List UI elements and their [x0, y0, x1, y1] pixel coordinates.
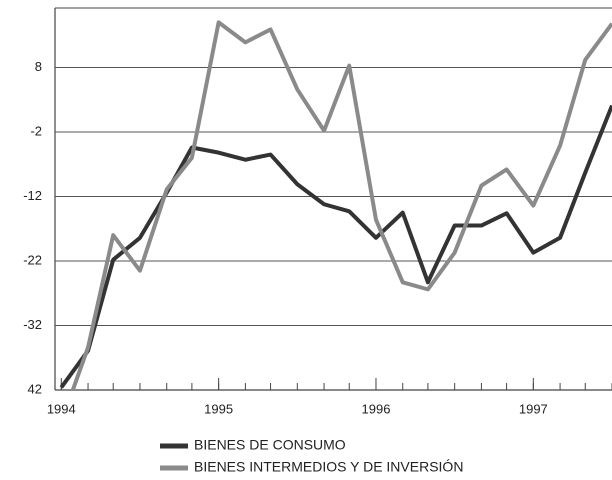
y-tick-label: 8 [35, 59, 42, 74]
x-tick-label: 1996 [362, 401, 391, 416]
legend-label: BIENES DE CONSUMO [194, 437, 346, 453]
y-tick-label: 42 [28, 381, 42, 396]
series-line [59, 104, 612, 389]
y-tick-label: -2 [30, 123, 42, 138]
x-tick-label: 1997 [519, 401, 548, 416]
x-tick-label: 1994 [47, 401, 76, 416]
y-tick-label: -32 [23, 317, 42, 332]
x-tick-label: 1995 [204, 401, 233, 416]
y-tick-label: -12 [23, 188, 42, 203]
series-line [70, 20, 612, 390]
y-tick-label: -22 [23, 252, 42, 267]
legend-label: BIENES INTERMEDIOS Y DE INVERSIÓN [194, 459, 463, 475]
